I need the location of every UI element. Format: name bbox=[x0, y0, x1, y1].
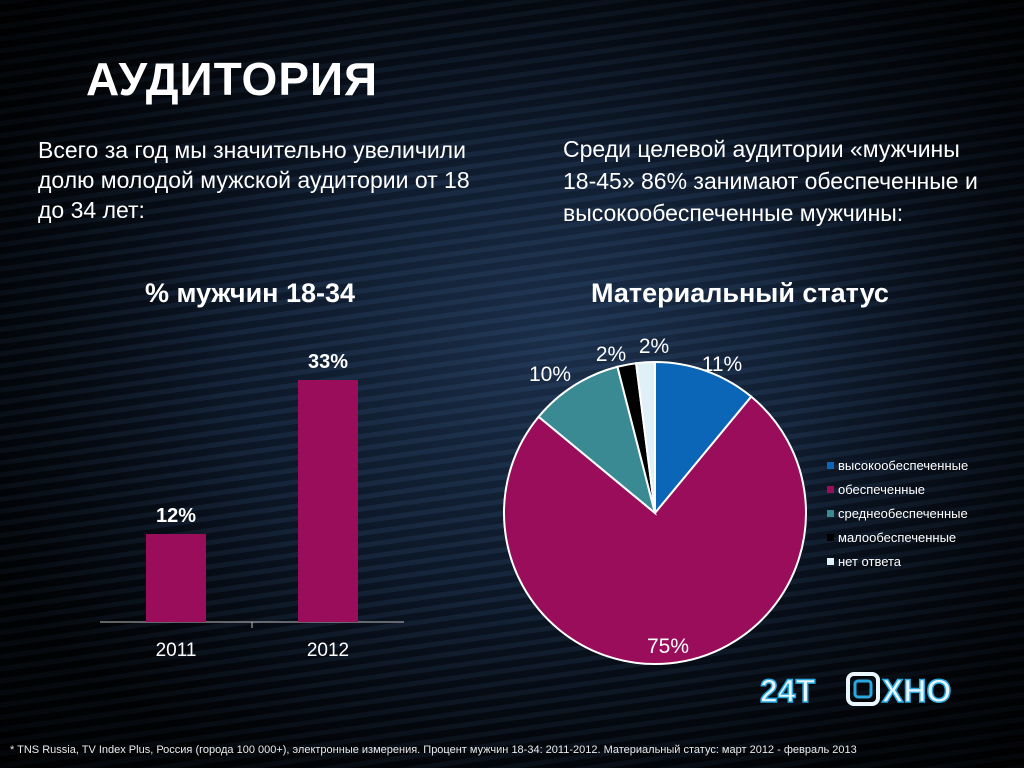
legend-label: малообеспеченные bbox=[838, 530, 957, 545]
pie-slice-нет ответа bbox=[634, 360, 656, 514]
bar-category-label: 2011 bbox=[156, 640, 197, 661]
pie-data-label: 2% bbox=[639, 335, 669, 358]
legend-swatch bbox=[827, 462, 834, 469]
pie-data-label: 10% bbox=[529, 363, 571, 386]
logo-emblem-inner bbox=[853, 679, 873, 699]
legend-swatch bbox=[827, 558, 834, 565]
logo: 24Т ХНО bbox=[758, 670, 958, 712]
pie-chart-title: Материальный статус bbox=[591, 278, 889, 308]
legend-label: обеспеченные bbox=[838, 482, 926, 497]
legend-item: обеспеченные bbox=[827, 482, 925, 497]
legend-item: среднеобеспеченные bbox=[827, 506, 968, 521]
footnote: * TNS Russia, TV Index Plus, Россия (гор… bbox=[10, 744, 857, 756]
legend-item: нет ответа bbox=[827, 554, 901, 569]
bar-2011 bbox=[146, 534, 206, 622]
logo-text-2: ХНО bbox=[882, 673, 951, 709]
bar-data-label: 33% bbox=[308, 351, 348, 373]
legend-swatch bbox=[827, 510, 834, 517]
bar-2012 bbox=[298, 380, 358, 622]
legend-swatch bbox=[827, 534, 834, 541]
legend-swatch bbox=[827, 486, 834, 493]
legend-item: высокообеспеченные bbox=[827, 458, 968, 473]
pie-slice-обеспеченные bbox=[503, 395, 807, 665]
legend-item: малообеспеченные bbox=[827, 530, 956, 545]
pie-slice-высокообеспеченные bbox=[654, 360, 753, 516]
left-description: Всего за год мы значительно увеличили до… bbox=[38, 137, 470, 223]
right-description: Среди целевой аудитории «мужчины 18-45» … bbox=[563, 136, 978, 226]
logo-emblem-outer bbox=[846, 672, 880, 706]
pie-data-label: 2% bbox=[596, 343, 626, 366]
logo-text-1: 24Т bbox=[760, 673, 816, 709]
pie-data-label: 11% bbox=[702, 353, 742, 376]
bar-category-label: 2012 bbox=[307, 640, 349, 661]
legend-label: высокообеспеченные bbox=[838, 458, 969, 473]
pie-data-label: 75% bbox=[647, 635, 689, 658]
bar-data-label: 12% bbox=[156, 505, 196, 527]
legend-label: нет ответа bbox=[838, 554, 902, 569]
bar-chart-title: % мужчин 18-34 bbox=[144, 278, 356, 308]
slide-title: АУДИТОРИЯ bbox=[86, 53, 379, 105]
legend-label: среднеобеспеченные bbox=[838, 506, 968, 521]
